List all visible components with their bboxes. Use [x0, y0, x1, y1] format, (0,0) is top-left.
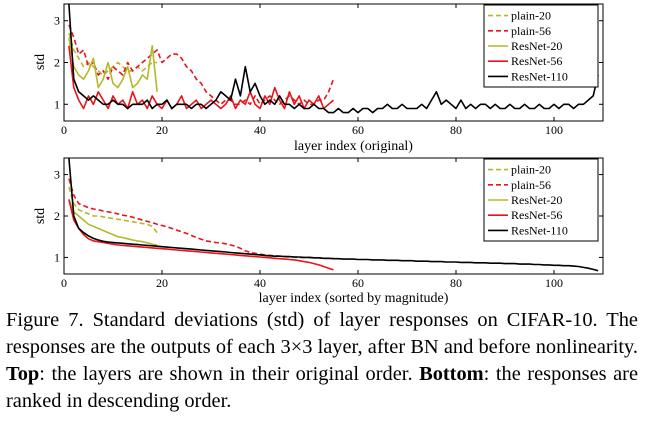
legend-label-resnet-56: ResNet-56	[511, 54, 562, 68]
caption-text-3: : the responses are ranked in descending…	[6, 363, 638, 412]
caption-top-label: Top	[6, 363, 40, 385]
x-axis-label: layer index (sorted by magnitude)	[259, 291, 449, 306]
y-tick-label: 3	[54, 14, 60, 28]
caption-bottom-label: Bottom	[419, 363, 484, 385]
legend-label-resnet-110: ResNet-110	[511, 223, 568, 237]
x-tick-label: 0	[61, 123, 67, 137]
x-tick-label: 100	[545, 123, 563, 137]
series-line-plain-20	[68, 186, 158, 234]
legend-label-resnet-20: ResNet-20	[511, 193, 562, 207]
series-line-resnet-110	[68, 158, 599, 272]
series-line-resnet-20	[68, 199, 158, 246]
figure-caption: Figure 7. Standard deviations (std) of l…	[6, 307, 638, 415]
x-tick-label: 60	[352, 123, 364, 137]
legend-label-plain-56: plain-56	[511, 178, 551, 192]
series-line-resnet-20	[68, 37, 158, 92]
series-line-resnet-110	[68, 4, 599, 114]
x-tick-label: 20	[156, 276, 168, 290]
legend-label-resnet-110: ResNet-110	[511, 69, 568, 83]
y-axis-label: std	[33, 54, 48, 70]
legend-label-plain-20: plain-20	[511, 163, 551, 177]
y-tick-label: 3	[54, 168, 60, 182]
y-tick-label: 1	[54, 97, 60, 111]
y-tick-label: 1	[54, 250, 60, 264]
caption-text-2: : the layers are shown in their original…	[39, 363, 413, 385]
x-tick-label: 20	[156, 123, 168, 137]
x-tick-label: 40	[254, 123, 266, 137]
chart-top-original-order: 0 20 40 60 80 100 1 2 3 layer index (original) std…	[33, 3, 604, 154]
y-tick-label: 2	[54, 209, 60, 223]
x-tick-label: 80	[450, 276, 462, 290]
legend-label-resnet-56: ResNet-56	[511, 208, 562, 222]
x-tick-label: 40	[254, 276, 266, 290]
series-line-plain-56	[68, 24, 335, 106]
y-tick-label: 2	[54, 56, 60, 70]
legend-label-plain-56: plain-56	[511, 24, 551, 38]
chart-bottom-sorted-order: 0 20 40 60 80 100 1 2 3 layer index (sorted by ma…	[33, 157, 604, 306]
x-axis-label: layer index (original)	[294, 139, 413, 154]
x-tick-label: 0	[61, 276, 67, 290]
x-tick-label: 60	[352, 276, 364, 290]
x-tick-label: 100	[545, 276, 563, 290]
caption-label: Figure 7.	[6, 309, 84, 331]
series-line-plain-56	[68, 178, 334, 260]
x-tick-label: 80	[450, 123, 462, 137]
series-line-plain-20	[68, 32, 158, 76]
caption-text-1: Standard deviations (std) of layer respo…	[6, 309, 638, 358]
legend-label-resnet-20: ResNet-20	[511, 39, 562, 53]
series-line-resnet-56	[68, 45, 335, 110]
y-axis-label: std	[33, 208, 48, 224]
series-line-resnet-56	[68, 199, 334, 271]
legend-label-plain-20: plain-20	[511, 9, 551, 23]
